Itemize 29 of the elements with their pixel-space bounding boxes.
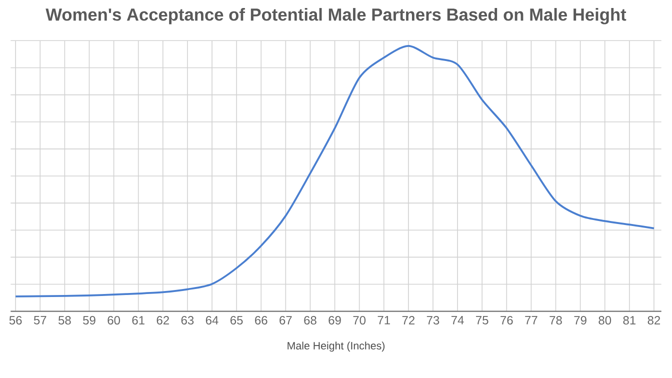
x-tick-label: 71 <box>378 316 390 324</box>
x-tick-label: 73 <box>426 316 440 325</box>
x-tick-label: 65 <box>230 316 243 325</box>
x-tick-label: 77 <box>525 316 538 324</box>
x-tick-label: 56 <box>9 316 22 325</box>
x-tick-label: 69 <box>328 316 341 325</box>
x-tick-label: 59 <box>83 316 96 325</box>
x-tick-label: 58 <box>58 316 71 325</box>
x-tick-label: 60 <box>108 316 120 325</box>
x-tick-label: 79 <box>574 316 586 325</box>
x-tick-label: 57 <box>34 316 46 324</box>
x-tick-label: 63 <box>181 316 194 325</box>
x-axis-title: Male Height (Inches) <box>288 342 385 352</box>
x-tick-label: 64 <box>206 316 218 325</box>
x-tick-label: 76 <box>500 316 513 325</box>
x-tick-label: 80 <box>598 316 612 325</box>
x-tick-label: 82 <box>648 316 660 325</box>
x-tick-label: 67 <box>280 316 292 325</box>
x-tick-label: 72 <box>402 316 414 324</box>
x-tick-label: 78 <box>550 316 562 325</box>
x-tick-label: 62 <box>156 316 169 325</box>
x-tick-label: 68 <box>304 316 316 325</box>
x-tick-label: 74 <box>451 316 464 324</box>
x-tick-label: 66 <box>255 316 268 325</box>
chart-title: Women's Acceptance of Potential Male Partners Based on Male Height <box>46 8 626 24</box>
x-tick-label: 81 <box>623 316 636 325</box>
x-tick-label: 75 <box>476 316 488 324</box>
x-tick-label: 70 <box>353 316 366 325</box>
x-tick-label: 61 <box>132 316 144 325</box>
